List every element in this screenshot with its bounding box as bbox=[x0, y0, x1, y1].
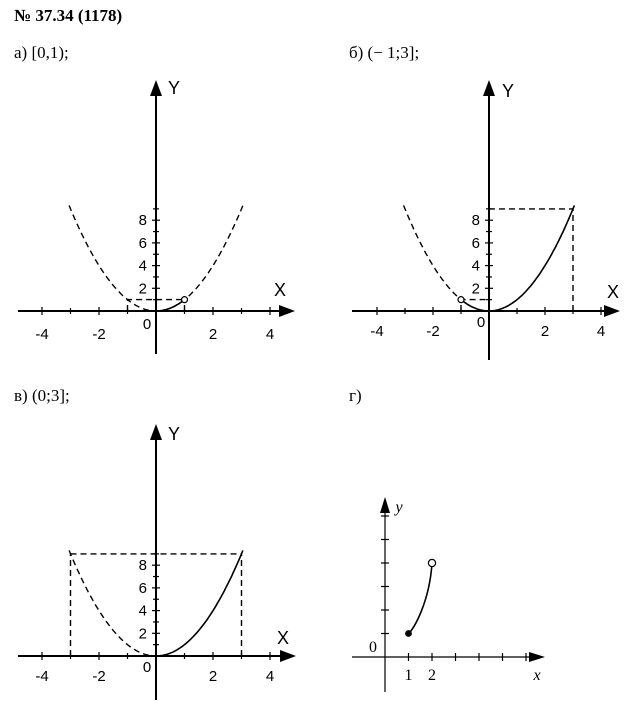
x-tick-label: 2 bbox=[209, 326, 217, 343]
y-tick-label: 4 bbox=[472, 258, 480, 275]
y-tick-label: 8 bbox=[472, 212, 480, 229]
panel-1-plot: X Y 0 2 4 6 8 -4 -2 2 4 bbox=[352, 80, 620, 360]
x-axis-label: X bbox=[277, 628, 289, 648]
open-point bbox=[457, 296, 465, 304]
y-tick-label: 4 bbox=[139, 603, 147, 620]
y-axis-label: Y bbox=[168, 424, 180, 444]
origin-label: 0 bbox=[369, 639, 377, 656]
open-point bbox=[180, 296, 189, 304]
x-tick-label: 4 bbox=[266, 668, 274, 685]
parabola-dashed bbox=[68, 550, 156, 657]
origin-label: 0 bbox=[143, 316, 151, 333]
panel-3-plot: x y 0 1 2 bbox=[352, 497, 545, 692]
x-tick-label: -4 bbox=[35, 326, 48, 343]
y-axis-label: Y bbox=[168, 78, 180, 98]
parabola-solid bbox=[460, 205, 576, 312]
panel-b-label: б) (− 1;3]; bbox=[349, 43, 420, 62]
x-axis-arrow bbox=[529, 652, 545, 662]
y-tick-label: 6 bbox=[139, 235, 147, 252]
x-tick-label: 2 bbox=[428, 667, 436, 684]
x-tick-label: 2 bbox=[541, 323, 549, 340]
x-tick-label: -2 bbox=[92, 326, 105, 343]
y-axis-arrow bbox=[150, 424, 162, 440]
guide-line bbox=[460, 298, 489, 311]
x-tick-label: -4 bbox=[370, 323, 383, 340]
x-tick-label: 4 bbox=[266, 326, 274, 343]
function-curve bbox=[407, 562, 433, 635]
x-tick-label: -2 bbox=[92, 668, 105, 685]
y-tick-label: 8 bbox=[139, 212, 147, 229]
parabola-solid bbox=[156, 550, 244, 657]
y-axis-arrow bbox=[483, 80, 495, 96]
origin-label: 0 bbox=[143, 659, 151, 676]
y-tick-label: 4 bbox=[139, 258, 147, 275]
problem-title: № 37.34 (1178) bbox=[14, 6, 123, 25]
x-axis-label: X bbox=[274, 280, 286, 300]
x-axis-label: X bbox=[607, 282, 619, 302]
y-axis-label: Y bbox=[502, 81, 514, 101]
parabola-solid bbox=[156, 298, 185, 312]
y-tick-label: 2 bbox=[139, 280, 147, 297]
guide-line bbox=[126, 298, 185, 311]
panel-0-plot: X Y 0 2 4 6 8 -4 -2 2 4 bbox=[18, 78, 295, 354]
y-tick-label: 2 bbox=[472, 280, 480, 297]
y-tick-label: 6 bbox=[139, 580, 147, 597]
origin-label: 0 bbox=[477, 314, 485, 331]
y-tick-label: 8 bbox=[139, 557, 147, 574]
panel-2-plot: X Y 0 2 4 6 8 -4 -2 2 4 bbox=[18, 424, 296, 700]
x-tick-label: 1 bbox=[405, 667, 413, 684]
panel-d-label: г) bbox=[349, 386, 362, 405]
x-axis-arrow bbox=[279, 305, 295, 317]
open-point bbox=[427, 558, 437, 568]
x-axis-label: x bbox=[532, 667, 540, 684]
parabola-dashed bbox=[402, 205, 462, 301]
x-axis-arrow bbox=[604, 305, 620, 317]
y-axis-arrow bbox=[380, 497, 390, 513]
x-tick-label: -4 bbox=[35, 668, 48, 685]
x-tick-label: 2 bbox=[209, 668, 217, 685]
x-tick-label: -2 bbox=[426, 323, 439, 340]
filled-point bbox=[405, 630, 412, 637]
y-tick-label: 6 bbox=[472, 235, 480, 252]
x-axis-arrow bbox=[280, 650, 296, 662]
y-axis-label: y bbox=[393, 499, 403, 516]
y-tick-label: 2 bbox=[139, 625, 147, 642]
x-tick-label: 4 bbox=[597, 323, 605, 340]
y-axis-arrow bbox=[150, 80, 162, 96]
panel-a-label: а) [0,1); bbox=[14, 43, 69, 62]
panel-c-label: в) (0;3]; bbox=[14, 386, 70, 405]
